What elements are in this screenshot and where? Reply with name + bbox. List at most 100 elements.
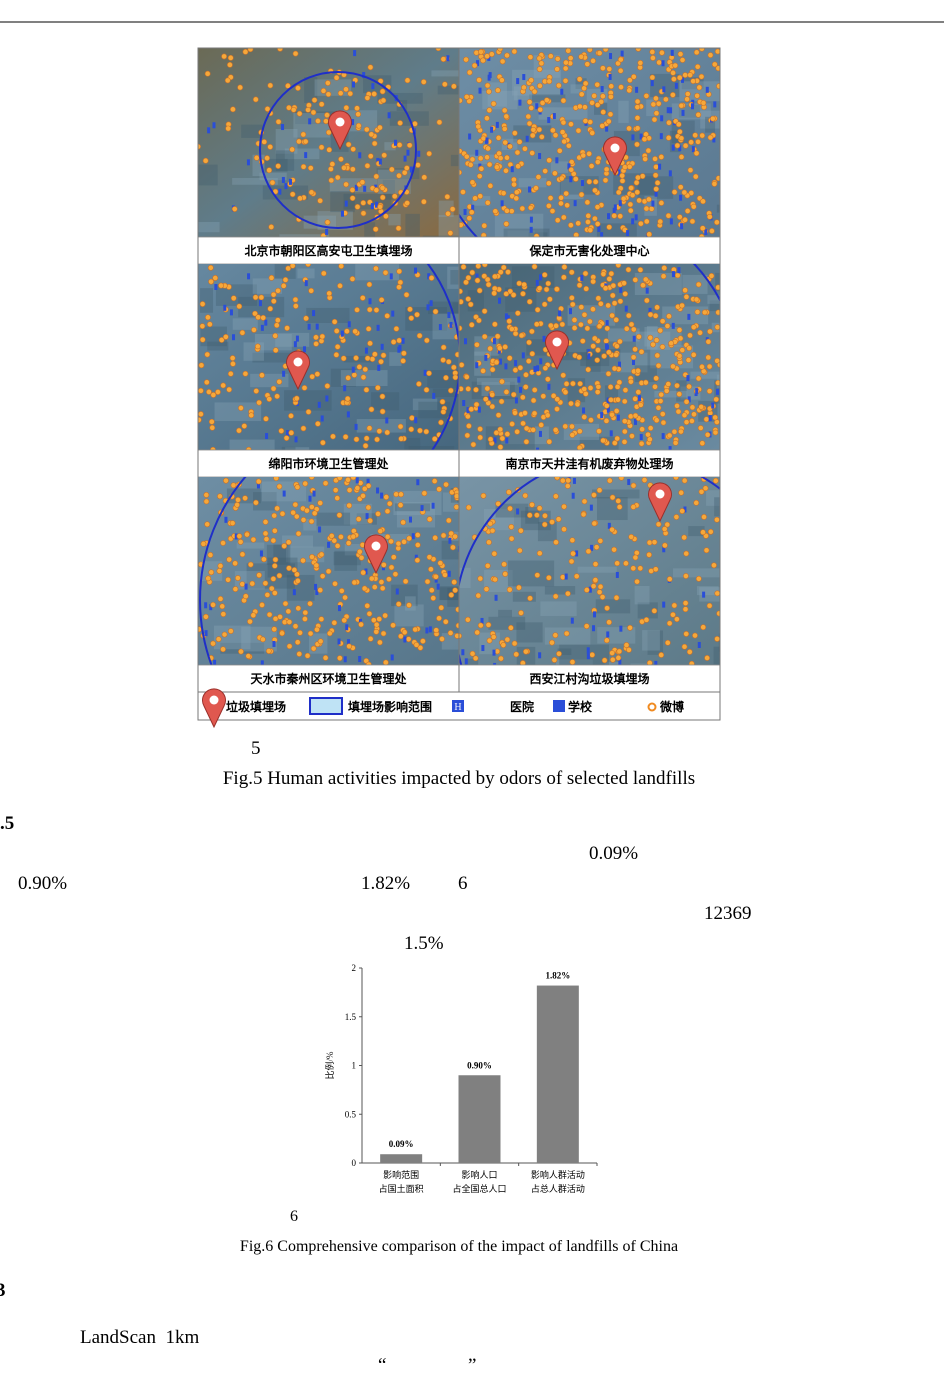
school-icon <box>597 225 601 232</box>
weibo-point <box>552 170 558 177</box>
weibo-point <box>320 87 327 94</box>
weibo-point <box>698 48 705 52</box>
weibo-point <box>651 539 658 546</box>
weibo-point <box>651 607 658 614</box>
school-icon <box>293 341 297 348</box>
weibo-point <box>655 100 662 107</box>
weibo-point <box>699 132 706 139</box>
terrain <box>252 352 295 363</box>
weibo-point <box>676 74 683 81</box>
weibo-point <box>512 367 519 373</box>
weibo-point <box>426 150 433 157</box>
terrain <box>284 390 332 411</box>
school-icon <box>362 72 366 79</box>
weibo-point <box>232 560 239 567</box>
weibo-point <box>609 656 616 663</box>
weibo-point <box>285 265 292 272</box>
school-icon <box>481 645 485 652</box>
weibo-point <box>263 536 270 542</box>
school-icon <box>449 321 453 328</box>
weibo-point <box>683 631 690 637</box>
weibo-point <box>203 492 210 498</box>
weibo-point <box>380 562 387 568</box>
map-panel <box>198 48 459 237</box>
weibo-point <box>318 144 325 151</box>
weibo-point <box>653 110 660 117</box>
weibo-point <box>223 477 229 484</box>
weibo-point <box>271 562 278 569</box>
weibo-point <box>611 365 618 372</box>
school-icon <box>447 570 451 577</box>
weibo-point <box>377 528 384 534</box>
weibo-point <box>217 562 224 569</box>
weibo-point <box>241 423 248 429</box>
weibo-point <box>477 434 484 441</box>
weibo-point <box>527 204 534 211</box>
weibo-point <box>643 93 650 99</box>
weibo-point <box>373 265 379 272</box>
weibo-point <box>367 64 374 71</box>
pin-center <box>371 541 381 551</box>
school-icon <box>569 176 573 183</box>
weibo-point <box>497 48 504 52</box>
weibo-point <box>420 79 427 85</box>
school-icon <box>671 271 675 278</box>
weibo-point <box>475 592 482 599</box>
school-icon <box>351 366 355 373</box>
terrain <box>207 341 229 351</box>
school-icon <box>464 338 468 345</box>
weibo-point <box>270 385 277 392</box>
school-icon <box>366 478 370 485</box>
school-icon <box>398 345 402 352</box>
weibo-point <box>713 396 720 403</box>
weibo-point <box>480 368 486 374</box>
weibo-point <box>516 138 523 145</box>
weibo-point <box>465 274 472 281</box>
weibo-point <box>382 612 389 619</box>
school-icon <box>679 194 683 201</box>
school-icon <box>677 267 681 274</box>
landfill-pin <box>603 136 627 177</box>
weibo-point <box>591 335 598 342</box>
weibo-point <box>522 384 529 390</box>
weibo-point <box>652 383 658 390</box>
school-icon <box>303 346 307 353</box>
weibo-point <box>652 312 659 319</box>
weibo-point <box>555 82 562 89</box>
school-icon <box>510 166 514 173</box>
weibo-point <box>582 104 588 111</box>
weibo-point <box>687 72 694 78</box>
school-icon <box>570 617 574 624</box>
weibo-point <box>232 586 239 592</box>
text-fragment: 0.09% <box>589 843 638 864</box>
weibo-point <box>295 605 302 612</box>
weibo-point <box>695 575 702 582</box>
weibo-point <box>501 125 508 132</box>
school-icon <box>616 414 620 421</box>
weibo-point <box>695 138 701 145</box>
weibo-point <box>441 81 448 88</box>
weibo-point <box>487 345 494 352</box>
school-icon <box>573 200 577 207</box>
weibo-point <box>440 532 447 539</box>
weibo-point <box>635 367 641 374</box>
text-fragment: 0.90% <box>18 873 67 894</box>
terrain <box>716 204 720 213</box>
school-icon <box>317 401 321 408</box>
weibo-point <box>468 321 475 328</box>
school-icon <box>624 305 628 312</box>
weibo-point <box>654 352 661 359</box>
weibo-point <box>300 163 307 170</box>
weibo-point <box>594 81 601 88</box>
school-icon <box>533 366 537 373</box>
weibo-point <box>533 185 539 192</box>
weibo-point <box>711 562 717 569</box>
weibo-point <box>379 88 386 95</box>
bar <box>380 1154 423 1163</box>
school-icon <box>224 516 228 523</box>
weibo-point <box>563 190 570 197</box>
school-icon <box>214 283 218 290</box>
weibo-point <box>580 511 587 518</box>
legend-label: 垃圾填埋场 <box>226 699 286 714</box>
caption-number: 5 <box>251 738 261 759</box>
